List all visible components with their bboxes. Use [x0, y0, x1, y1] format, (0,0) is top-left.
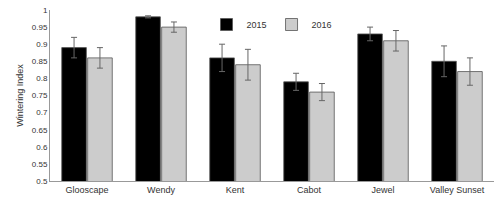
- svg-text:Jewel: Jewel: [371, 185, 394, 195]
- svg-text:Glooscape: Glooscape: [65, 185, 108, 195]
- svg-text:Wintering Index: Wintering Index: [15, 64, 25, 127]
- svg-text:0.7: 0.7: [36, 108, 48, 117]
- svg-text:0.85: 0.85: [32, 57, 48, 66]
- svg-text:0.95: 0.95: [32, 23, 48, 32]
- svg-text:0.75: 0.75: [32, 91, 48, 100]
- svg-text:2016: 2016: [312, 20, 332, 30]
- svg-text:0.55: 0.55: [32, 160, 48, 169]
- svg-text:0.5: 0.5: [36, 177, 48, 186]
- svg-text:Wendy: Wendy: [147, 185, 175, 195]
- svg-text:Valley Sunset: Valley Sunset: [430, 185, 485, 195]
- svg-text:2015: 2015: [247, 20, 267, 30]
- svg-text:1: 1: [43, 6, 48, 15]
- svg-text:0.8: 0.8: [36, 74, 48, 83]
- svg-text:0.65: 0.65: [32, 126, 48, 135]
- svg-text:Kent: Kent: [226, 185, 245, 195]
- svg-text:0.6: 0.6: [36, 143, 48, 152]
- svg-text:Cabot: Cabot: [297, 185, 322, 195]
- svg-text:0.9: 0.9: [36, 40, 48, 49]
